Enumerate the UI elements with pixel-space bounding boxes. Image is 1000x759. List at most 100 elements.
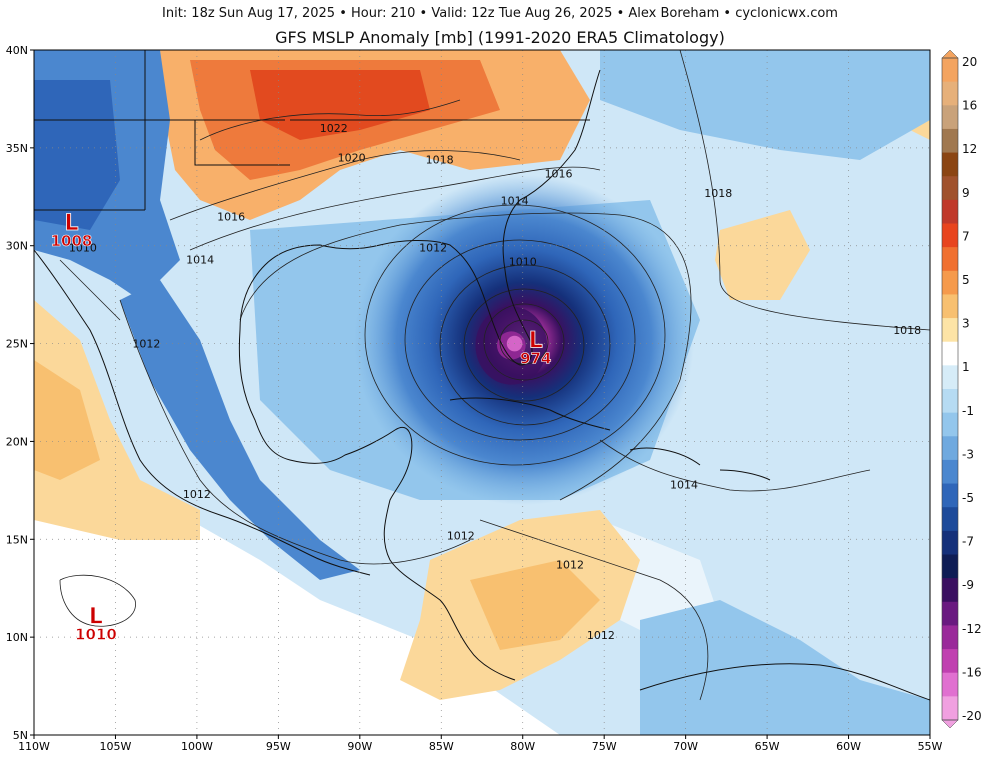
warm-anomaly-atlantic <box>715 210 810 300</box>
low-pressure-value: 1010 <box>75 625 117 643</box>
colorbar-segment <box>942 58 958 83</box>
colorbar-segment <box>942 530 958 555</box>
isobar-label: 1012 <box>556 559 584 572</box>
colorbar-label: -7 <box>962 535 974 549</box>
low-letter: L <box>64 211 78 236</box>
colorbar-segment <box>942 176 958 201</box>
warm-anomaly-pacific-core <box>34 360 100 480</box>
colorbar: 20 16 12 9 7 5 3 1 -1 -3 -5 -7 -9 -12 -16 -20 <box>941 49 982 729</box>
lon-tick-label: 100W <box>181 740 213 753</box>
colorbar-segment <box>942 128 958 154</box>
isobar-label: 1012 <box>587 629 615 642</box>
colorbar-segment <box>942 247 958 272</box>
colorbar-label: 7 <box>962 229 970 243</box>
lon-tick-label: 55W <box>918 740 943 753</box>
coastlines <box>34 50 930 701</box>
isobar-label: 1012 <box>183 488 211 501</box>
isobar-label: 1018 <box>893 324 921 337</box>
lon-tick-label: 80W <box>510 740 535 753</box>
lat-tick-label: 25N <box>6 338 28 351</box>
colorbar-segment <box>942 412 958 437</box>
info-line: Init: 18z Sun Aug 17, 2025 • Hour: 210 •… <box>162 6 838 21</box>
lat-tick-label: 20N <box>6 435 28 448</box>
colorbar-label: 1 <box>962 360 970 374</box>
lat-tick-label: 40N <box>6 44 28 57</box>
colorbar-label: 16 <box>962 99 977 113</box>
lat-tick-label: 30N <box>6 240 28 253</box>
colorbar-segment <box>942 507 958 532</box>
colorbar-segment <box>942 578 958 603</box>
lon-tick-label: 65W <box>755 740 780 753</box>
colorbar-segment <box>942 341 958 366</box>
isobar-label: 1012 <box>447 529 475 542</box>
colorbar-segment <box>942 318 958 343</box>
latitude-ticks: 5N 10N 15N 20N 25N 30N 35N 40N <box>6 44 34 742</box>
colorbar-label: -3 <box>962 447 974 461</box>
colorbar-label: 5 <box>962 273 970 287</box>
isobar-label: 1016 <box>545 167 573 180</box>
isobar-label: 1010 <box>509 255 537 268</box>
warm-anomaly-pacific <box>34 300 200 540</box>
cold-anomaly-west-core <box>34 80 120 230</box>
colorbar-segment <box>942 365 958 390</box>
colorbar-segment <box>942 223 958 248</box>
colorbar-segment <box>942 483 958 508</box>
colorbar-segment <box>942 459 958 485</box>
colorbar-label: -12 <box>962 622 982 636</box>
colorbar-segment <box>942 152 958 177</box>
lon-tick-label: 60W <box>836 740 861 753</box>
map-title: GFS MSLP Anomaly [mb] (1991-2020 ERA5 Cl… <box>275 28 725 47</box>
lon-tick-label: 85W <box>429 740 454 753</box>
colorbar-arrow-bottom <box>941 719 959 729</box>
colorbar-frame <box>941 57 959 721</box>
lat-tick-label: 15N <box>6 533 28 546</box>
cold-anomaly-atlantic-north <box>600 50 930 160</box>
colorbar-segment <box>942 649 958 674</box>
colorbar-segment <box>942 105 958 130</box>
cold-anomaly-mexico-coast <box>120 280 360 580</box>
lon-tick-label: 110W <box>18 740 50 753</box>
colorbar-label: -16 <box>962 665 982 679</box>
map-panel: 1022 1020 1018 1016 1014 1016 1012 1010 1014 1010… <box>34 50 930 735</box>
isobar-label: 1016 <box>217 210 245 223</box>
colorbar-segment <box>942 601 958 626</box>
lon-tick-label: 95W <box>266 740 291 753</box>
colorbar-label: 12 <box>962 142 977 156</box>
isobar-label: 1012 <box>419 242 447 255</box>
lat-tick-label: 35N <box>6 142 28 155</box>
colorbar-segment <box>942 696 958 721</box>
isobar-labels: 1022 1020 1018 1016 1014 1016 1012 1010 1014 1010… <box>69 122 921 642</box>
colorbar-label: -9 <box>962 578 974 592</box>
isobars <box>59 50 930 701</box>
lon-tick-label: 75W <box>592 740 617 753</box>
low-pressure-value: 974 <box>520 349 551 367</box>
colorbar-label: 20 <box>962 55 977 69</box>
isobar-label: 1012 <box>132 338 160 351</box>
colorbar-label: 3 <box>962 317 970 331</box>
lon-tick-label: 105W <box>100 740 132 753</box>
colorbar-segment <box>942 436 958 461</box>
warm-anomaly-south-core <box>470 560 600 650</box>
cold-anomaly-venezuela <box>640 600 930 735</box>
isobar-label: 1014 <box>501 195 529 208</box>
longitude-ticks: 110W 105W 100W 95W 90W 85W 80W 75W 70W 65W 60W 55W <box>18 735 943 753</box>
low-letter: L <box>89 604 103 629</box>
colorbar-label: 9 <box>962 186 970 200</box>
colorbar-arrow-top <box>941 49 959 59</box>
colorbar-segment <box>942 199 958 224</box>
lon-tick-label: 70W <box>673 740 698 753</box>
low-pressure-value: 1008 <box>51 232 93 250</box>
isobar-label: 1022 <box>320 122 348 135</box>
isobar-label: 1014 <box>186 253 214 266</box>
lon-tick-label: 90W <box>347 740 372 753</box>
colorbar-segment <box>942 294 958 319</box>
isobar-label: 1014 <box>670 478 698 491</box>
colorbar-segment <box>942 625 958 650</box>
colorbar-label: -1 <box>962 404 974 418</box>
colorbar-segment <box>942 672 958 697</box>
colorbar-segment <box>942 270 958 295</box>
colorbar-label: -5 <box>962 491 974 505</box>
warm-anomaly-peak <box>250 70 430 140</box>
